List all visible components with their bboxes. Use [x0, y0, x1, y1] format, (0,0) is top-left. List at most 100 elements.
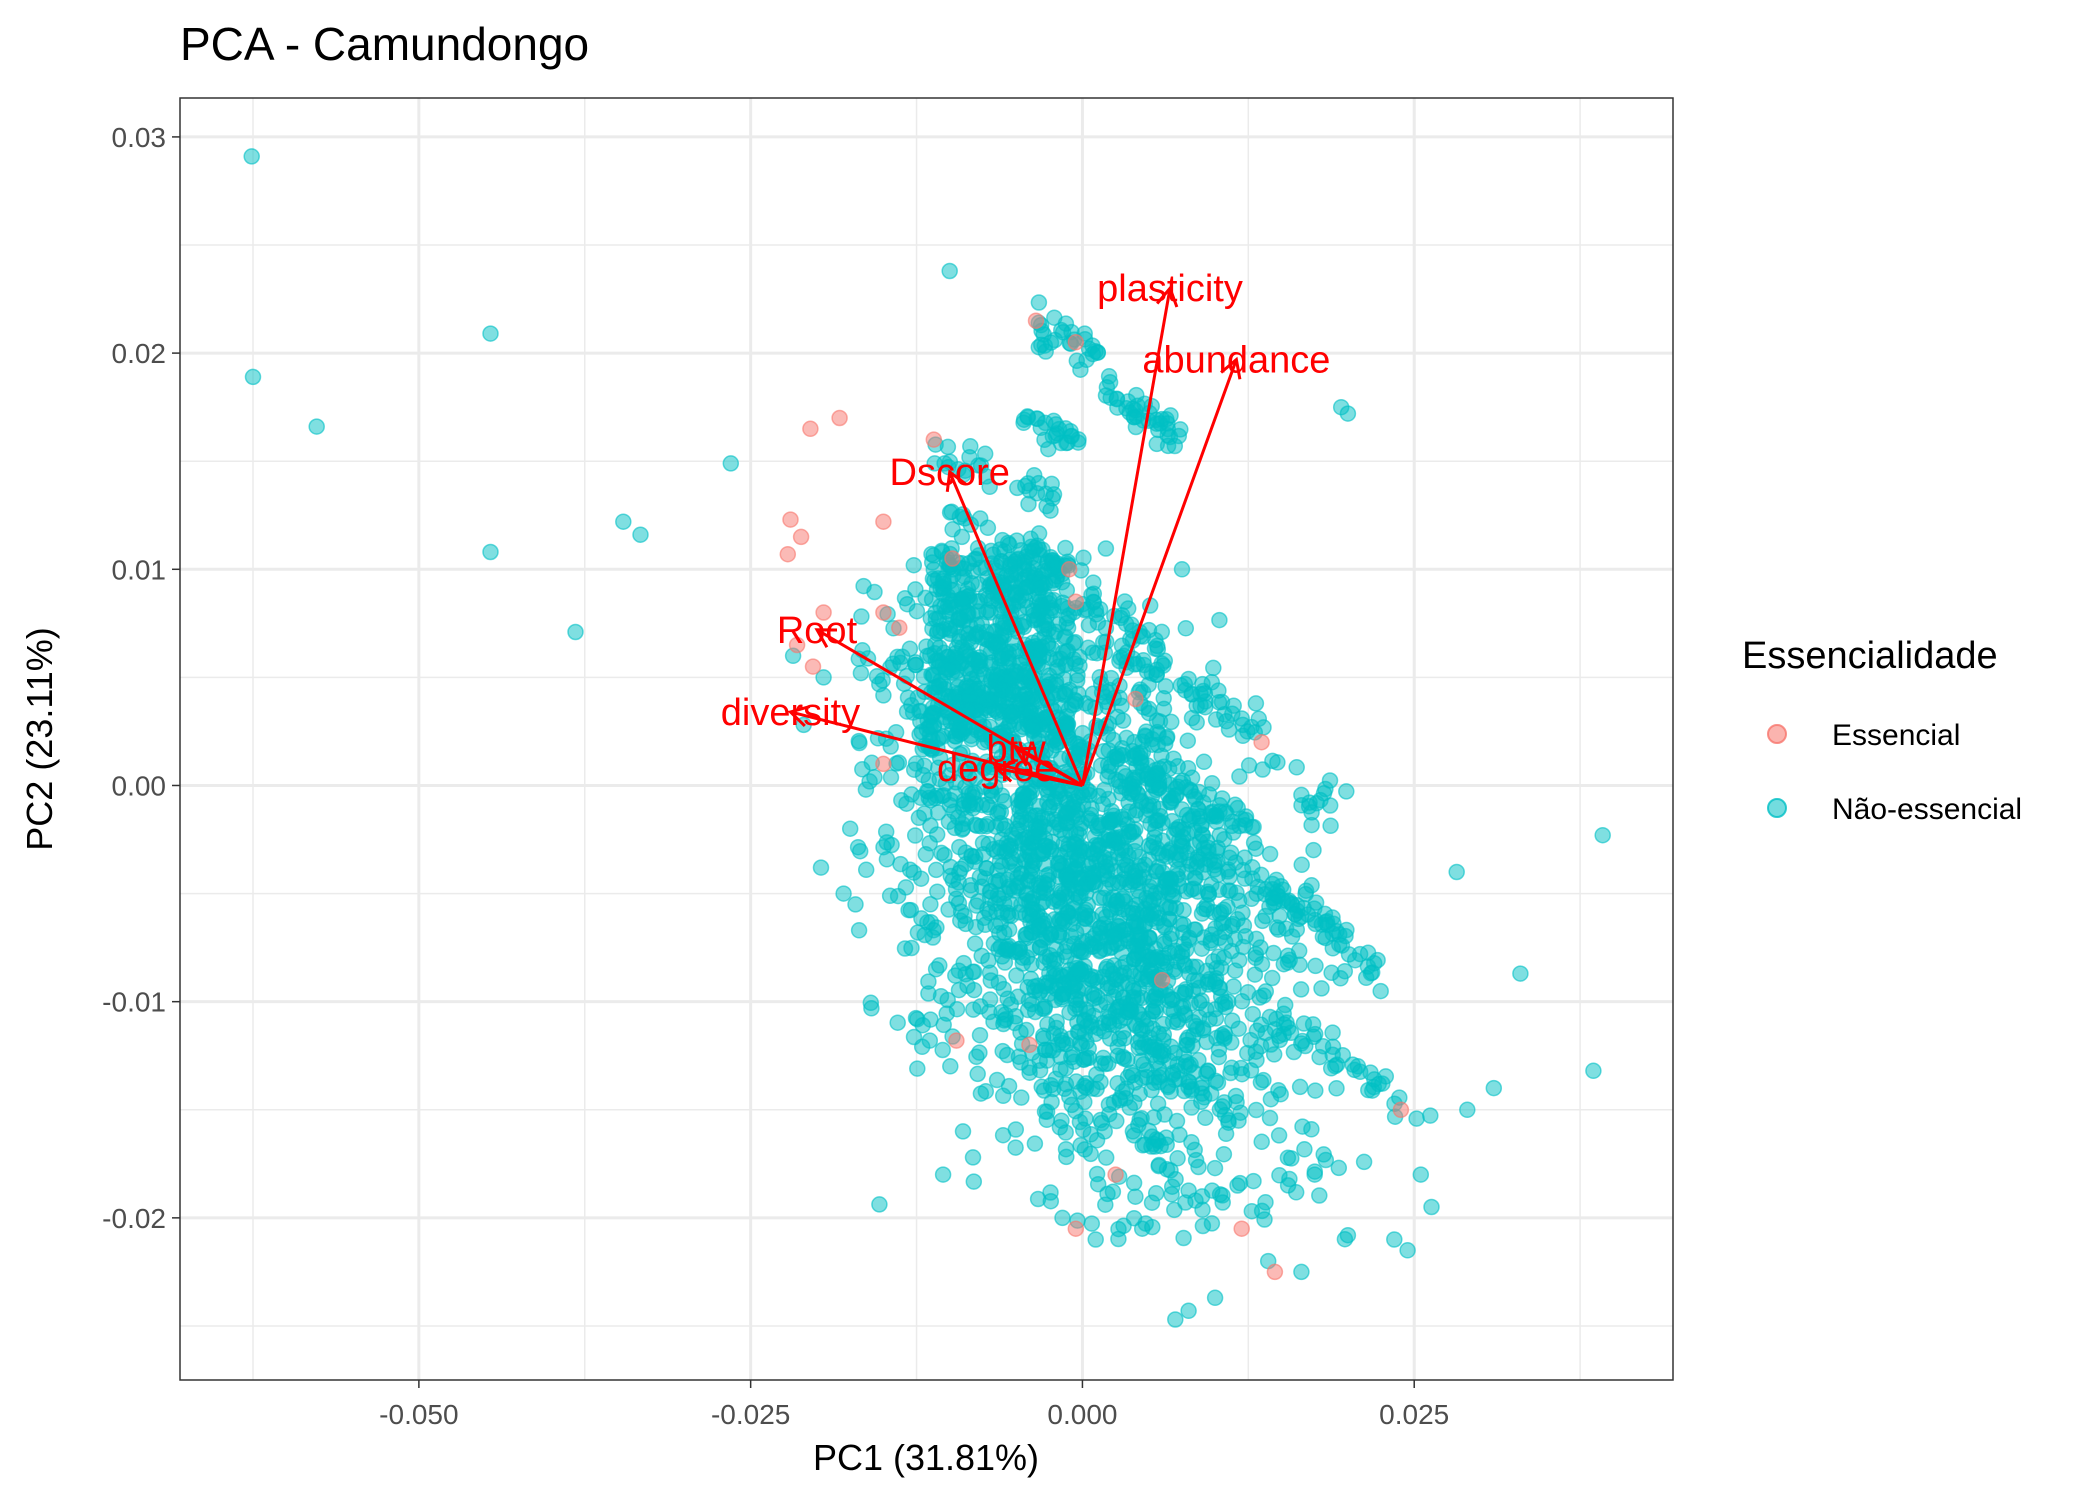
- cloud-point: [1226, 930, 1244, 948]
- essencial-point: [831, 409, 848, 427]
- cloud-point: [1337, 927, 1354, 945]
- essencial-point: [792, 528, 810, 546]
- cloud-point: [1041, 798, 1059, 815]
- cloud-point: [1193, 1085, 1211, 1102]
- nao-essencial-point: [1399, 1242, 1416, 1259]
- cloud-point: [971, 1026, 989, 1044]
- cloud-point: [929, 804, 947, 821]
- essencial-point: [815, 604, 832, 621]
- cloud-point: [969, 680, 987, 697]
- cloud-point: [998, 835, 1016, 852]
- cloud-point: [1275, 1005, 1292, 1022]
- essencial-point: [1233, 1220, 1250, 1237]
- nao-essencial-point: [835, 885, 852, 902]
- cloud-point: [929, 883, 946, 900]
- cloud-point: [1022, 806, 1039, 824]
- cloud-point: [1082, 1145, 1099, 1163]
- cloud-point: [1064, 1046, 1082, 1063]
- cloud-point: [1224, 705, 1241, 723]
- cloud-point: [897, 879, 915, 896]
- nao-essencial-point: [1054, 1209, 1071, 1227]
- cloud-point: [1207, 919, 1224, 937]
- cloud-point: [1008, 967, 1025, 984]
- nao-essencial-point: [1448, 863, 1465, 881]
- cloud-point: [1270, 921, 1287, 938]
- cloud-point: [978, 817, 995, 835]
- cloud-point: [1083, 1215, 1101, 1232]
- cloud-point: [909, 1010, 926, 1028]
- cloud-point: [954, 820, 972, 837]
- cloud-point: [1185, 788, 1203, 805]
- cloud-point: [1115, 829, 1133, 846]
- cloud-point: [1255, 719, 1272, 736]
- cloud-point: [1207, 1072, 1225, 1090]
- cloud-point: [1052, 913, 1069, 930]
- cloud-point: [1233, 993, 1251, 1010]
- cloud-point: [1135, 652, 1152, 669]
- cloud-point: [1247, 1101, 1265, 1119]
- nao-essencial-point: [1485, 1079, 1503, 1097]
- y-tick-label: 0.02: [112, 338, 167, 369]
- cloud-point: [1053, 988, 1071, 1006]
- cloud-point: [1272, 1085, 1289, 1103]
- cloud-point: [1179, 759, 1197, 777]
- cloud-point: [1106, 811, 1124, 829]
- cloud-point: [1018, 1021, 1035, 1039]
- cloud-point: [1221, 868, 1238, 886]
- cloud-point: [982, 972, 1000, 989]
- cloud-point: [1074, 724, 1091, 742]
- cloud-point: [1045, 732, 1062, 749]
- cloud-point: [910, 809, 928, 827]
- cloud-point: [1187, 1151, 1205, 1169]
- cloud-point: [1008, 551, 1026, 569]
- cloud-point: [994, 1126, 1012, 1144]
- nao-essencial-point: [632, 526, 649, 543]
- nao-essencial-point: [1585, 1062, 1602, 1080]
- cloud-point: [965, 1001, 982, 1018]
- cloud-point: [1291, 956, 1308, 974]
- cloud-point: [1150, 890, 1167, 907]
- nao-essencial-point: [1133, 1220, 1151, 1237]
- cloud-point: [1293, 1035, 1310, 1052]
- cloud-point: [1149, 1095, 1167, 1112]
- essencial-point: [1266, 1263, 1284, 1281]
- nao-essencial-point: [934, 1166, 952, 1183]
- cloud-point: [1050, 420, 1068, 438]
- cloud-point: [1247, 695, 1265, 712]
- nao-essencial-point: [921, 1032, 939, 1049]
- cloud-point: [1219, 898, 1236, 915]
- cloud-point: [1180, 1029, 1197, 1046]
- cloud-point: [1203, 1215, 1221, 1232]
- nao-essencial-point: [1339, 405, 1357, 422]
- loading-arrow-btw: [1015, 747, 1084, 787]
- loading-label-plasticity: plasticity: [1097, 268, 1243, 310]
- essencial-point: [1060, 561, 1078, 578]
- cloud-point: [942, 1058, 959, 1075]
- cloud-point: [1192, 685, 1209, 703]
- essencial-point: [1027, 312, 1045, 329]
- cloud-point: [905, 1028, 923, 1046]
- cloud-point: [1126, 950, 1143, 968]
- nao-essencial-point: [567, 623, 584, 641]
- cloud-point: [1264, 880, 1281, 898]
- nao-essencial-point: [1279, 1177, 1297, 1194]
- cloud-point: [1085, 585, 1103, 602]
- cloud-point: [1145, 1109, 1163, 1126]
- cloud-point: [1173, 801, 1191, 818]
- cloud-point: [1023, 783, 1041, 800]
- cloud-point: [1175, 1229, 1192, 1247]
- cloud-point: [965, 963, 983, 981]
- cloud-point: [956, 907, 973, 925]
- cloud-point: [1150, 1157, 1167, 1175]
- cloud-point: [1028, 484, 1046, 502]
- cloud-point: [1200, 839, 1217, 857]
- cloud-point: [1114, 712, 1132, 729]
- cloud-point: [1228, 884, 1245, 902]
- cloud-point: [1070, 788, 1087, 806]
- cloud-point: [1101, 851, 1119, 868]
- cloud-point: [866, 583, 883, 601]
- cloud-point: [1203, 775, 1221, 792]
- cloud-point: [905, 761, 923, 778]
- cloud-point: [892, 654, 909, 672]
- cloud-point: [1169, 1150, 1186, 1167]
